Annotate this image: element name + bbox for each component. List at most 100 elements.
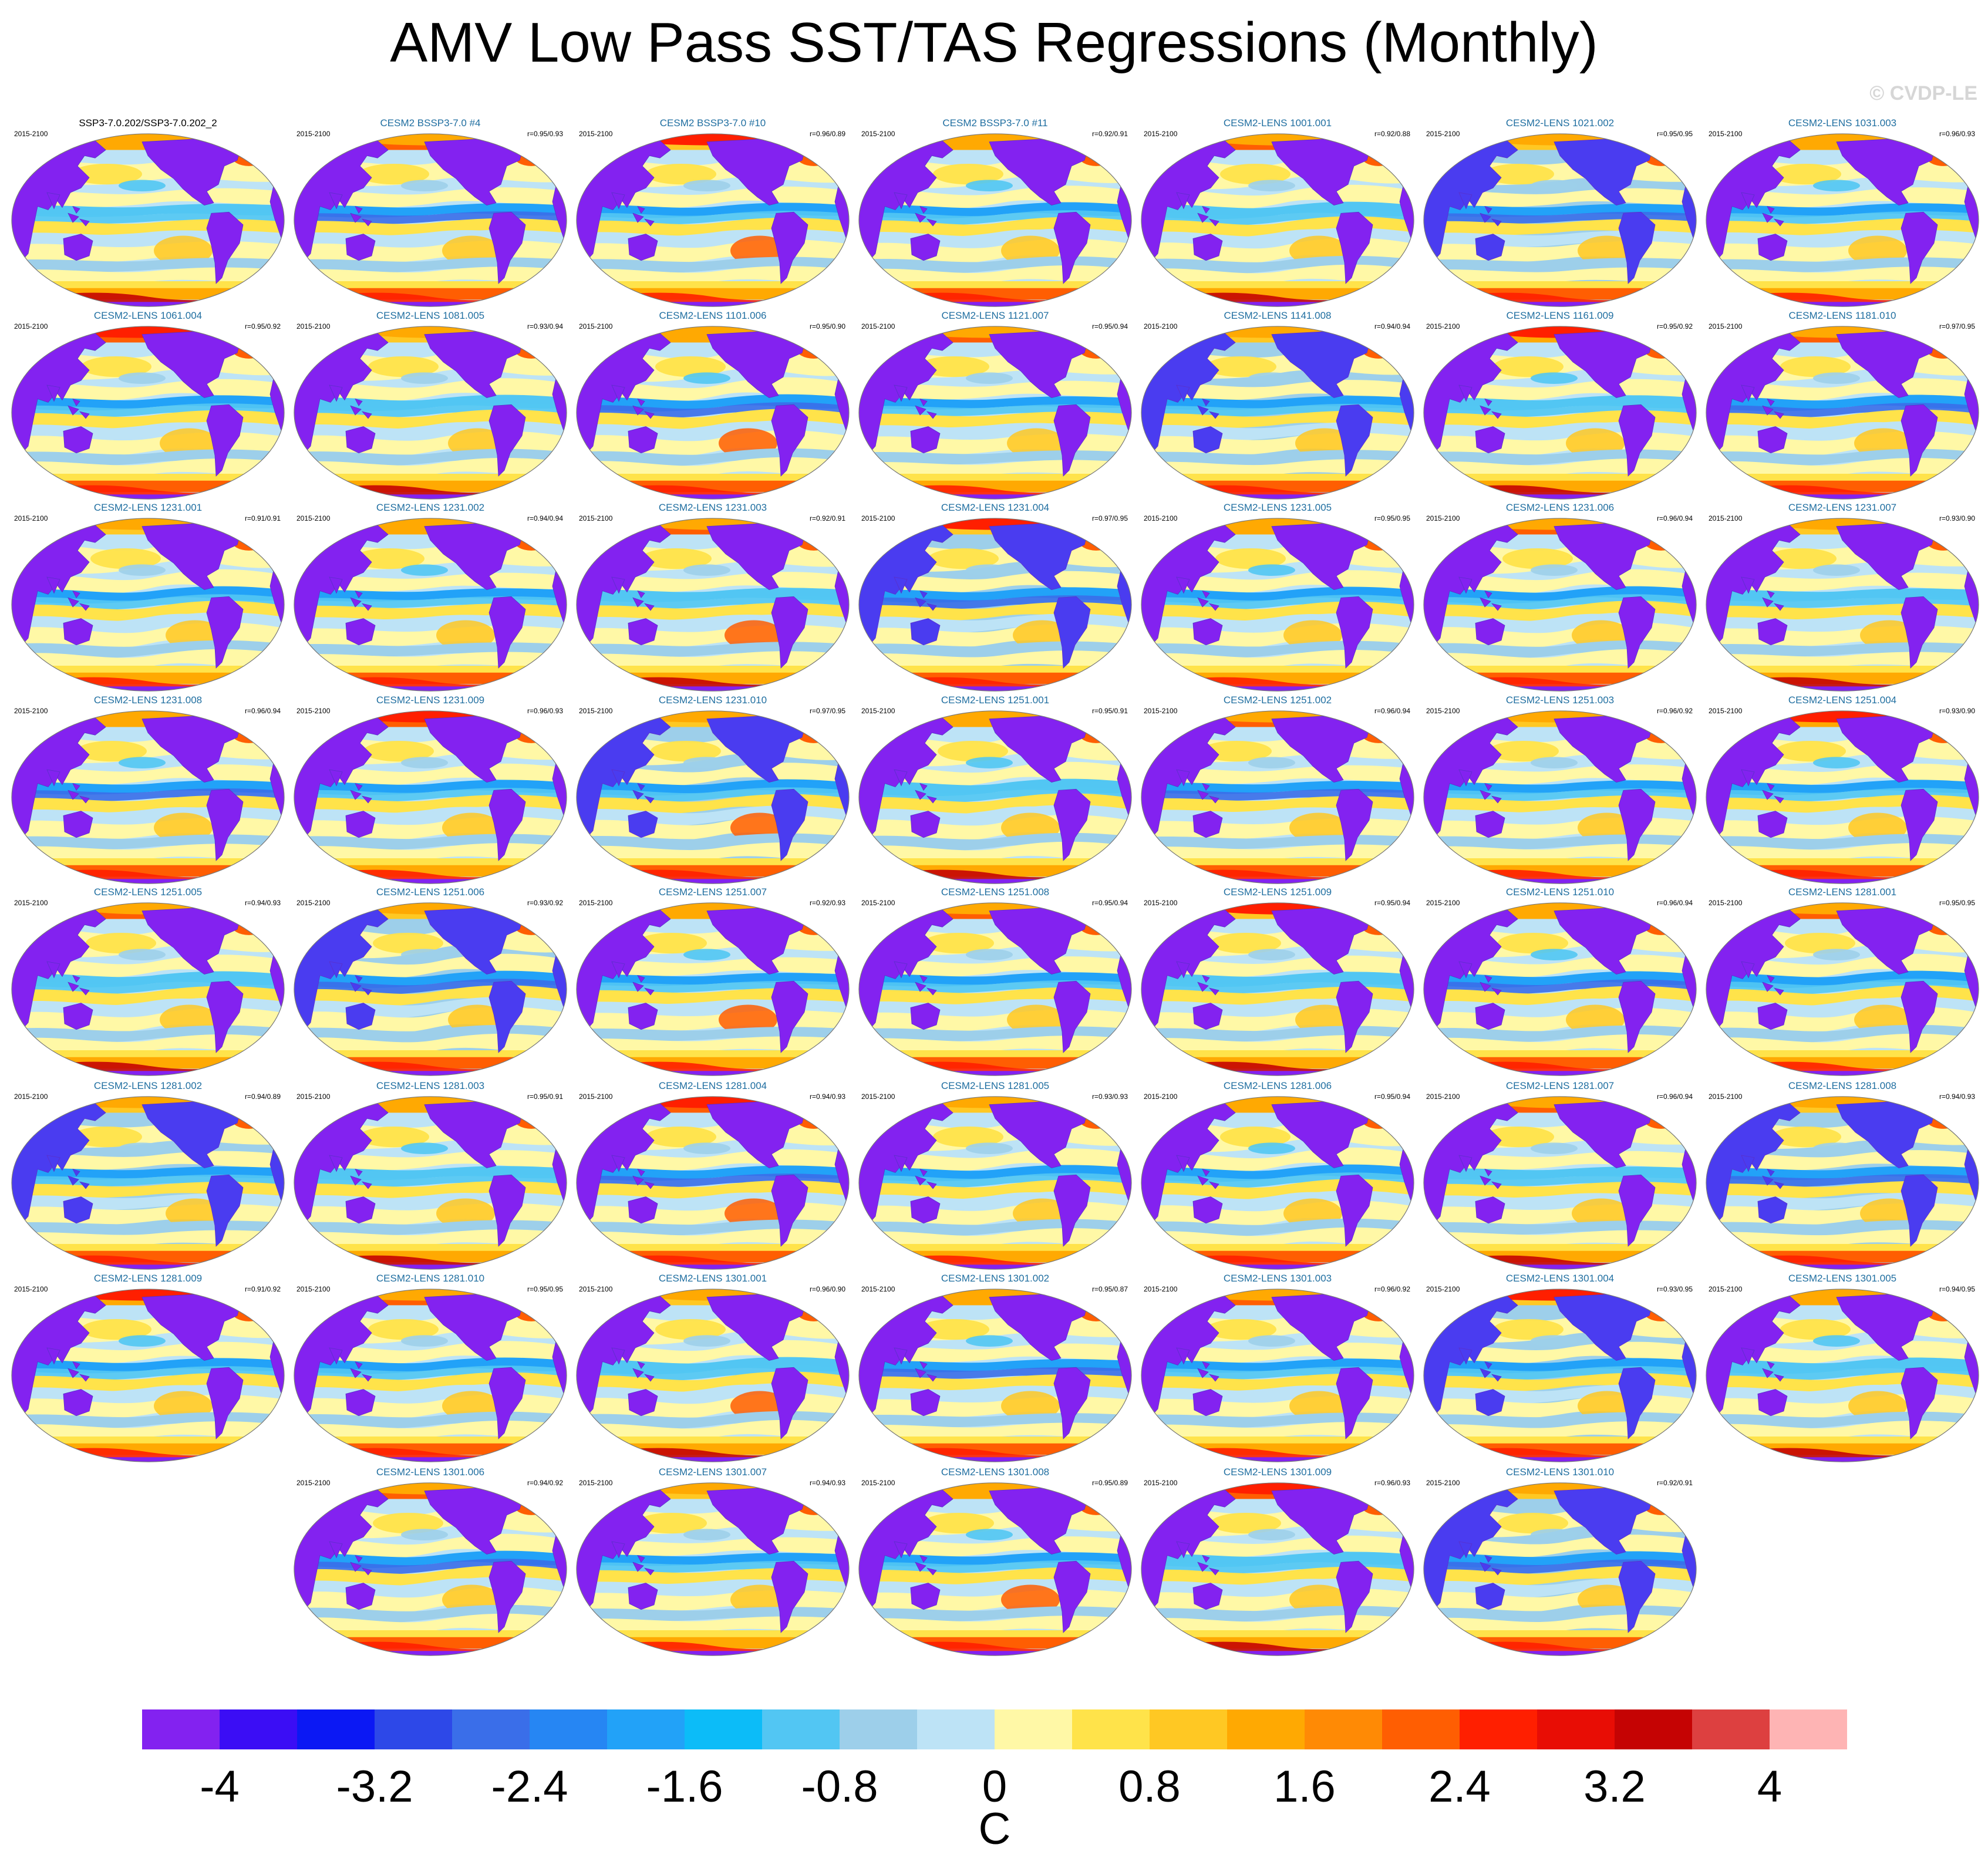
panel-period: 2015-2100: [14, 1092, 48, 1101]
map-panel: CESM2-LENS 1301.009 2015-2100 r=0.96/0.93: [1137, 1466, 1418, 1660]
regression-map: [294, 326, 567, 500]
panel-period: 2015-2100: [1426, 899, 1460, 907]
map-panel: CESM2-LENS 1161.009 2015-2100 r=0.95/0.92: [1419, 310, 1701, 504]
panel-title: CESM2-LENS 1301.008: [941, 1466, 1050, 1478]
panel-period: 2015-2100: [1709, 707, 1743, 715]
panel-correlation: r=0.93/0.93: [1091, 1092, 1128, 1101]
map-panel: CESM2-LENS 1251.008 2015-2100 r=0.95/0.94: [854, 886, 1136, 1080]
panel-period: 2015-2100: [1426, 514, 1460, 522]
panel-correlation: r=0.93/0.95: [1656, 1285, 1693, 1293]
panel-title: CESM2-LENS 1231.001: [93, 502, 203, 513]
map-panel: CESM2-LENS 1181.010 2015-2100 r=0.97/0.95: [1701, 310, 1983, 504]
regression-map: [1141, 1289, 1414, 1462]
map-panel: CESM2-LENS 1281.001 2015-2100 r=0.95/0.95: [1701, 886, 1983, 1080]
map-panel: CESM2-LENS 1301.008 2015-2100 r=0.95/0.89: [854, 1466, 1136, 1660]
map-panel: CESM2-LENS 1231.004 2015-2100 r=0.97/0.95: [854, 502, 1136, 696]
panel-correlation: r=0.96/0.94: [1374, 707, 1410, 715]
regression-map: [576, 710, 850, 884]
regression-map: [1706, 710, 1979, 884]
panel-correlation: r=0.92/0.88: [1374, 130, 1410, 138]
panel-period: 2015-2100: [1426, 130, 1460, 138]
colorbar-swatch: [297, 1709, 375, 1749]
panel-period: 2015-2100: [579, 707, 613, 715]
panel-correlation: r=0.95/0.95: [527, 1285, 563, 1293]
regression-map: [11, 902, 285, 1076]
regression-map: [576, 326, 850, 500]
panel-period: 2015-2100: [861, 1479, 895, 1487]
panel-title: CESM2-LENS 1231.008: [93, 694, 203, 706]
panel-correlation: r=0.96/0.94: [1656, 514, 1693, 522]
map-panel: CESM2-LENS 1251.004 2015-2100 r=0.93/0.90: [1701, 694, 1983, 888]
map-panel: CESM2-LENS 1081.005 2015-2100 r=0.93/0.94: [289, 310, 571, 504]
panel-period: 2015-2100: [14, 1285, 48, 1293]
panel-title: CESM2-LENS 1281.004: [658, 1080, 767, 1091]
colorbar-swatch: [1382, 1709, 1460, 1749]
regression-map: [1706, 902, 1979, 1076]
map-panel: CESM2-LENS 1281.010 2015-2100 r=0.95/0.95: [289, 1273, 571, 1466]
panel-title: CESM2 BSSP3-7.0 #10: [659, 117, 766, 129]
panel-period: 2015-2100: [1709, 1092, 1743, 1101]
map-panel: CESM2-LENS 1001.001 2015-2100 r=0.92/0.88: [1137, 117, 1418, 311]
panel-period: 2015-2100: [579, 1285, 613, 1293]
panel-period: 2015-2100: [579, 322, 613, 331]
panel-period: 2015-2100: [296, 707, 331, 715]
panel-correlation: r=0.94/0.89: [244, 1092, 281, 1101]
panel-title: CESM2-LENS 1281.007: [1505, 1080, 1615, 1091]
regression-map: [858, 133, 1132, 307]
panel-correlation: r=0.94/0.94: [527, 514, 563, 522]
colorbar-swatch: [530, 1709, 608, 1749]
panel-correlation: r=0.94/0.95: [1939, 1285, 1975, 1293]
map-panel: CESM2-LENS 1301.003 2015-2100 r=0.96/0.92: [1137, 1273, 1418, 1466]
panel-period: 2015-2100: [579, 1092, 613, 1101]
regression-map: [576, 1482, 850, 1656]
colorbar-swatch: [1692, 1709, 1770, 1749]
regression-map: [1423, 1096, 1697, 1270]
panel-period: 2015-2100: [579, 899, 613, 907]
panel-title: CESM2-LENS 1281.002: [93, 1080, 203, 1091]
panel-period: 2015-2100: [14, 130, 48, 138]
panel-correlation: r=0.95/0.94: [1091, 899, 1128, 907]
regression-map: [1141, 1482, 1414, 1656]
panel-correlation: r=0.96/0.92: [1656, 707, 1693, 715]
panel-correlation: r=0.95/0.91: [527, 1092, 563, 1101]
map-panel: CESM2-LENS 1031.003 2015-2100 r=0.96/0.93: [1701, 117, 1983, 311]
regression-map: [1423, 1289, 1697, 1462]
panel-title: SSP3-7.0.202/SSP3-7.0.202_2: [79, 117, 217, 129]
panel-correlation: r=0.95/0.89: [1091, 1479, 1128, 1487]
regression-map: [11, 133, 285, 307]
panel-correlation: r=0.94/0.93: [809, 1092, 845, 1101]
panel-period: 2015-2100: [1709, 322, 1743, 331]
colorbar-tick-label: 1.6: [1273, 1762, 1336, 1812]
panel-title: CESM2-LENS 1251.002: [1223, 694, 1332, 706]
panel-correlation: r=0.96/0.92: [1374, 1285, 1410, 1293]
regression-map: [858, 1289, 1132, 1462]
panel-title: CESM2-LENS 1251.003: [1505, 694, 1615, 706]
regression-map: [294, 1289, 567, 1462]
regression-map: [1141, 710, 1414, 884]
panel-correlation: r=0.94/0.93: [1939, 1092, 1975, 1101]
colorbar-tick-label: 0: [982, 1762, 1008, 1812]
panel-title: CESM2-LENS 1301.010: [1505, 1466, 1615, 1478]
colorbar-swatch: [375, 1709, 453, 1749]
colorbar-tick-label: 4: [1757, 1762, 1783, 1812]
panel-period: 2015-2100: [14, 322, 48, 331]
map-panel: CESM2-LENS 1101.006 2015-2100 r=0.95/0.90: [572, 310, 854, 504]
panel-period: 2015-2100: [1709, 1285, 1743, 1293]
map-panel: CESM2-LENS 1281.006 2015-2100 r=0.95/0.94: [1137, 1080, 1418, 1274]
panel-correlation: r=0.91/0.92: [244, 1285, 281, 1293]
panel-period: 2015-2100: [296, 1285, 331, 1293]
panel-period: 2015-2100: [1709, 899, 1743, 907]
regression-map: [1423, 518, 1697, 692]
map-panel: CESM2-LENS 1251.003 2015-2100 r=0.96/0.92: [1419, 694, 1701, 888]
map-panel: CESM2-LENS 1251.007 2015-2100 r=0.92/0.93: [572, 886, 854, 1080]
regression-map: [858, 326, 1132, 500]
colorbar-tick-label: -1.6: [646, 1762, 723, 1812]
panel-title: CESM2-LENS 1231.009: [376, 694, 485, 706]
regression-map: [1141, 133, 1414, 307]
colorbar-swatch: [1150, 1709, 1228, 1749]
panel-correlation: r=0.97/0.95: [1091, 514, 1128, 522]
regression-map: [294, 133, 567, 307]
panel-correlation: r=0.95/0.92: [1656, 322, 1693, 331]
map-panel-grid: SSP3-7.0.202/SSP3-7.0.202_2 2015-2100 CESM…: [11, 117, 1983, 1660]
panel-title: CESM2-LENS 1061.004: [93, 310, 203, 321]
